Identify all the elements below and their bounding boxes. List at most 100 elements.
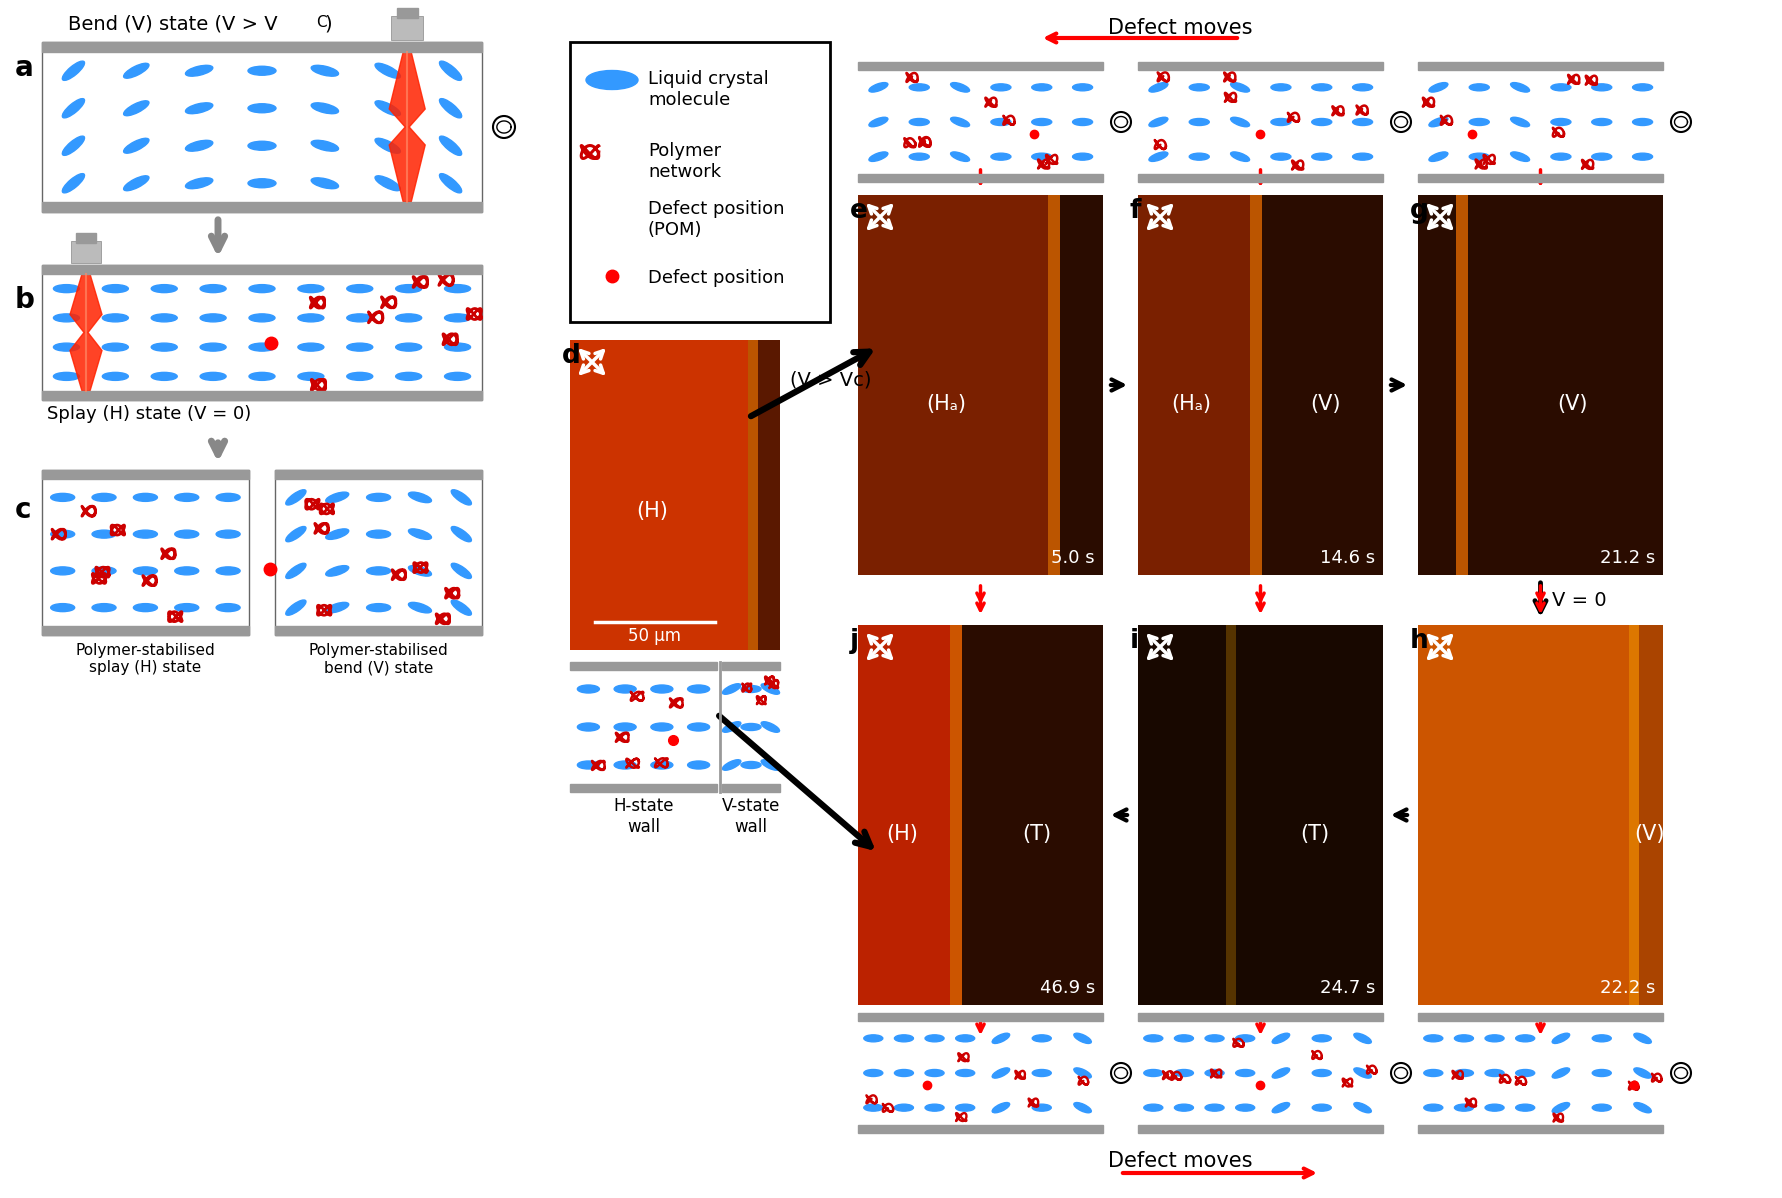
Ellipse shape bbox=[1427, 117, 1447, 127]
Ellipse shape bbox=[175, 531, 198, 538]
Ellipse shape bbox=[396, 285, 421, 292]
Ellipse shape bbox=[374, 176, 401, 190]
Bar bbox=[43, 202, 481, 212]
Bar bbox=[1417, 195, 1461, 575]
Ellipse shape bbox=[1591, 84, 1611, 91]
Ellipse shape bbox=[175, 494, 198, 502]
Bar bbox=[857, 625, 955, 1005]
Ellipse shape bbox=[1230, 117, 1249, 127]
Ellipse shape bbox=[367, 531, 390, 538]
Ellipse shape bbox=[909, 84, 928, 91]
Ellipse shape bbox=[444, 285, 470, 292]
Ellipse shape bbox=[62, 137, 84, 156]
Ellipse shape bbox=[868, 83, 887, 92]
Ellipse shape bbox=[741, 685, 761, 692]
Ellipse shape bbox=[1550, 119, 1570, 126]
Text: 50 μm: 50 μm bbox=[627, 627, 681, 645]
Ellipse shape bbox=[216, 531, 241, 538]
Ellipse shape bbox=[1353, 153, 1372, 161]
Ellipse shape bbox=[326, 492, 349, 503]
Ellipse shape bbox=[444, 314, 470, 322]
Ellipse shape bbox=[741, 762, 761, 768]
Ellipse shape bbox=[1205, 1070, 1224, 1077]
Ellipse shape bbox=[1032, 119, 1051, 126]
Ellipse shape bbox=[298, 285, 324, 292]
Bar bbox=[857, 62, 1103, 69]
Text: Polymer-stabilised
splay (H) state: Polymer-stabilised splay (H) state bbox=[75, 643, 216, 676]
Ellipse shape bbox=[367, 567, 390, 575]
Ellipse shape bbox=[722, 684, 741, 695]
Ellipse shape bbox=[1032, 1035, 1051, 1042]
Polygon shape bbox=[388, 52, 424, 202]
Ellipse shape bbox=[1235, 1105, 1255, 1112]
Bar bbox=[747, 340, 757, 651]
Ellipse shape bbox=[925, 1035, 943, 1042]
Text: (Hₐ): (Hₐ) bbox=[925, 394, 966, 415]
Ellipse shape bbox=[862, 1035, 882, 1042]
Text: Polymer
network: Polymer network bbox=[647, 143, 720, 181]
Bar bbox=[857, 1014, 1103, 1021]
Ellipse shape bbox=[1148, 83, 1167, 92]
Ellipse shape bbox=[50, 604, 75, 612]
Ellipse shape bbox=[1312, 153, 1331, 161]
Bar bbox=[857, 195, 1053, 575]
Ellipse shape bbox=[102, 285, 128, 292]
Ellipse shape bbox=[1632, 1102, 1650, 1113]
Ellipse shape bbox=[1353, 1033, 1370, 1043]
Ellipse shape bbox=[249, 285, 274, 292]
Ellipse shape bbox=[761, 684, 779, 695]
Ellipse shape bbox=[1235, 1035, 1255, 1042]
Ellipse shape bbox=[577, 685, 599, 692]
Bar bbox=[274, 470, 481, 635]
Ellipse shape bbox=[367, 494, 390, 502]
Bar bbox=[43, 627, 249, 635]
Ellipse shape bbox=[1073, 119, 1092, 126]
Ellipse shape bbox=[1312, 84, 1331, 91]
Ellipse shape bbox=[1509, 83, 1529, 92]
Ellipse shape bbox=[93, 531, 116, 538]
Ellipse shape bbox=[451, 490, 470, 506]
Ellipse shape bbox=[613, 685, 636, 692]
Bar bbox=[43, 265, 481, 400]
Ellipse shape bbox=[1174, 1035, 1192, 1042]
Ellipse shape bbox=[438, 98, 462, 117]
Bar bbox=[722, 783, 779, 792]
Ellipse shape bbox=[1632, 119, 1652, 126]
Ellipse shape bbox=[1032, 153, 1051, 161]
Ellipse shape bbox=[1484, 1105, 1504, 1112]
Bar bbox=[857, 1125, 1103, 1133]
Bar bbox=[757, 340, 779, 651]
Ellipse shape bbox=[1632, 1033, 1650, 1043]
Ellipse shape bbox=[1552, 1102, 1568, 1113]
Ellipse shape bbox=[1515, 1070, 1534, 1077]
Ellipse shape bbox=[134, 494, 157, 502]
Ellipse shape bbox=[1509, 152, 1529, 162]
Bar bbox=[71, 241, 102, 264]
Ellipse shape bbox=[216, 494, 241, 502]
Ellipse shape bbox=[1144, 1070, 1162, 1077]
Ellipse shape bbox=[1515, 1035, 1534, 1042]
Ellipse shape bbox=[444, 373, 470, 381]
Bar bbox=[1137, 625, 1230, 1005]
Ellipse shape bbox=[1591, 119, 1611, 126]
Text: (H): (H) bbox=[886, 824, 918, 845]
Text: Defect position: Defect position bbox=[647, 270, 784, 288]
Ellipse shape bbox=[895, 1105, 912, 1112]
Ellipse shape bbox=[346, 314, 372, 322]
Bar bbox=[1235, 625, 1383, 1005]
Text: (Hₐ): (Hₐ) bbox=[1171, 394, 1210, 415]
Ellipse shape bbox=[955, 1035, 975, 1042]
Ellipse shape bbox=[722, 721, 741, 732]
Ellipse shape bbox=[396, 373, 421, 381]
Ellipse shape bbox=[1591, 1105, 1611, 1112]
Bar bbox=[950, 625, 962, 1005]
Ellipse shape bbox=[1632, 153, 1652, 161]
FancyBboxPatch shape bbox=[570, 42, 830, 322]
Bar bbox=[43, 42, 481, 52]
Ellipse shape bbox=[1353, 119, 1372, 126]
Ellipse shape bbox=[1073, 1067, 1091, 1078]
Ellipse shape bbox=[200, 343, 226, 351]
Ellipse shape bbox=[1468, 153, 1488, 161]
Ellipse shape bbox=[1312, 1105, 1331, 1112]
Ellipse shape bbox=[346, 343, 372, 351]
